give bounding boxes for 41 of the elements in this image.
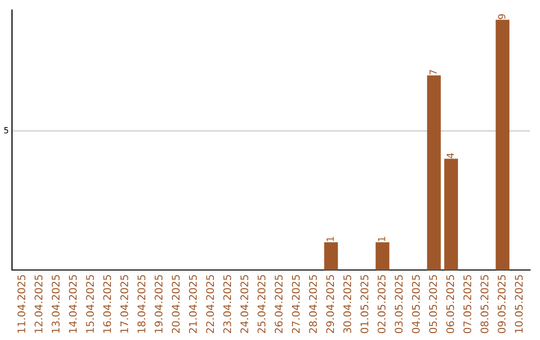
x-tick-label: 21.04.2025 (188, 275, 197, 334)
x-tick-label: 24.04.2025 (240, 275, 248, 334)
x-tick-label: 22.04.2025 (206, 275, 214, 334)
bar (496, 20, 510, 270)
x-tick-label: 16.04.2025 (103, 275, 112, 333)
bar (427, 75, 441, 270)
x-tick-label: 30.04.2025 (343, 275, 352, 334)
x-tick-label: 01.05.2025 (360, 275, 368, 334)
x-tick-label: 05.05.2025 (429, 275, 437, 334)
x-tick-label: 06.05.2025 (446, 275, 454, 334)
x-tick-label: 03.05.2025 (394, 275, 403, 334)
data-label: 9 (498, 14, 506, 20)
x-tick-label: 08.05.2025 (480, 275, 488, 334)
x-tick-label: 27.04.2025 (292, 275, 300, 334)
x-tick-label: 28.04.2025 (309, 275, 317, 334)
data-label: 1 (378, 236, 386, 242)
x-tick-label: 15.04.2025 (86, 275, 94, 333)
bar (324, 242, 338, 270)
x-tick-label: 02.05.2025 (378, 275, 386, 334)
bar (376, 242, 390, 270)
data-label: 1 (326, 236, 334, 242)
x-tick-label: 17.04.2025 (120, 275, 128, 333)
x-tick-label: 11.04.2025 (17, 275, 26, 333)
data-label: 4 (446, 153, 454, 158)
x-tick-label: 19.04.2025 (154, 275, 163, 333)
x-tick-label: 14.04.2025 (68, 275, 77, 333)
x-tick-label: 20.04.2025 (172, 275, 180, 334)
bar (444, 158, 458, 270)
x-tick-label: 23.04.2025 (223, 275, 232, 334)
x-tick-label: 10.05.2025 (514, 275, 523, 333)
x-tick-label: 04.05.2025 (412, 275, 420, 334)
ref-line-label: 5 (4, 127, 8, 134)
x-tick-label: 29.04.2025 (326, 275, 334, 334)
x-tick-label: 07.05.2025 (463, 275, 472, 334)
x-tick-label: 13.04.2025 (52, 275, 60, 333)
x-tick-label: 26.04.2025 (274, 275, 283, 334)
x-tick-label: 25.04.2025 (258, 275, 266, 334)
x-tick-label: 12.04.2025 (34, 275, 42, 333)
data-label: 7 (430, 70, 437, 75)
x-tick-label: 18.04.2025 (138, 275, 146, 333)
x-tick-label: 09.05.2025 (498, 275, 506, 334)
